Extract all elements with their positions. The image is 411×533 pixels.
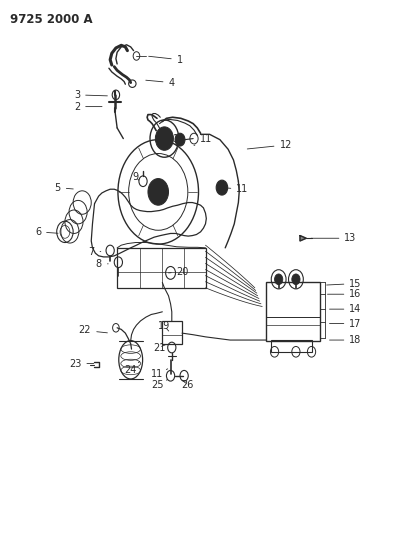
Bar bbox=[162, 321, 182, 344]
Text: 13: 13 bbox=[311, 233, 357, 243]
Text: 23: 23 bbox=[69, 359, 94, 368]
Text: 20: 20 bbox=[169, 267, 189, 277]
Text: 18: 18 bbox=[330, 335, 362, 345]
Bar bbox=[266, 282, 320, 341]
Text: 22: 22 bbox=[79, 326, 107, 335]
Polygon shape bbox=[300, 236, 306, 241]
Circle shape bbox=[292, 274, 300, 285]
Text: 16: 16 bbox=[328, 289, 362, 299]
Text: 2: 2 bbox=[74, 102, 102, 111]
Circle shape bbox=[155, 127, 173, 150]
Text: 10: 10 bbox=[168, 134, 185, 144]
Text: 11: 11 bbox=[225, 184, 249, 194]
Text: 24: 24 bbox=[124, 361, 140, 375]
Text: 19: 19 bbox=[158, 321, 171, 331]
Text: 9725 2000 A: 9725 2000 A bbox=[10, 13, 93, 26]
Text: 11: 11 bbox=[151, 369, 168, 379]
Text: 3: 3 bbox=[74, 90, 107, 100]
Text: 25: 25 bbox=[151, 379, 168, 390]
Text: 14: 14 bbox=[330, 304, 362, 314]
Text: 8: 8 bbox=[96, 259, 108, 269]
Text: 17: 17 bbox=[330, 319, 362, 328]
Text: 4: 4 bbox=[146, 78, 175, 87]
Circle shape bbox=[148, 179, 169, 205]
Bar bbox=[117, 248, 206, 288]
Text: 26: 26 bbox=[182, 380, 194, 390]
Text: 1: 1 bbox=[149, 55, 183, 64]
Text: 15: 15 bbox=[327, 279, 362, 288]
Bar bbox=[271, 340, 312, 352]
Circle shape bbox=[275, 274, 283, 285]
Text: 9: 9 bbox=[133, 172, 139, 182]
Text: 12: 12 bbox=[247, 140, 292, 150]
Text: 6: 6 bbox=[35, 227, 58, 237]
Text: 5: 5 bbox=[55, 183, 73, 192]
Text: 11: 11 bbox=[194, 134, 212, 146]
Text: 21: 21 bbox=[153, 343, 165, 352]
Circle shape bbox=[175, 133, 185, 146]
Circle shape bbox=[216, 180, 228, 195]
Text: 7: 7 bbox=[88, 247, 101, 256]
